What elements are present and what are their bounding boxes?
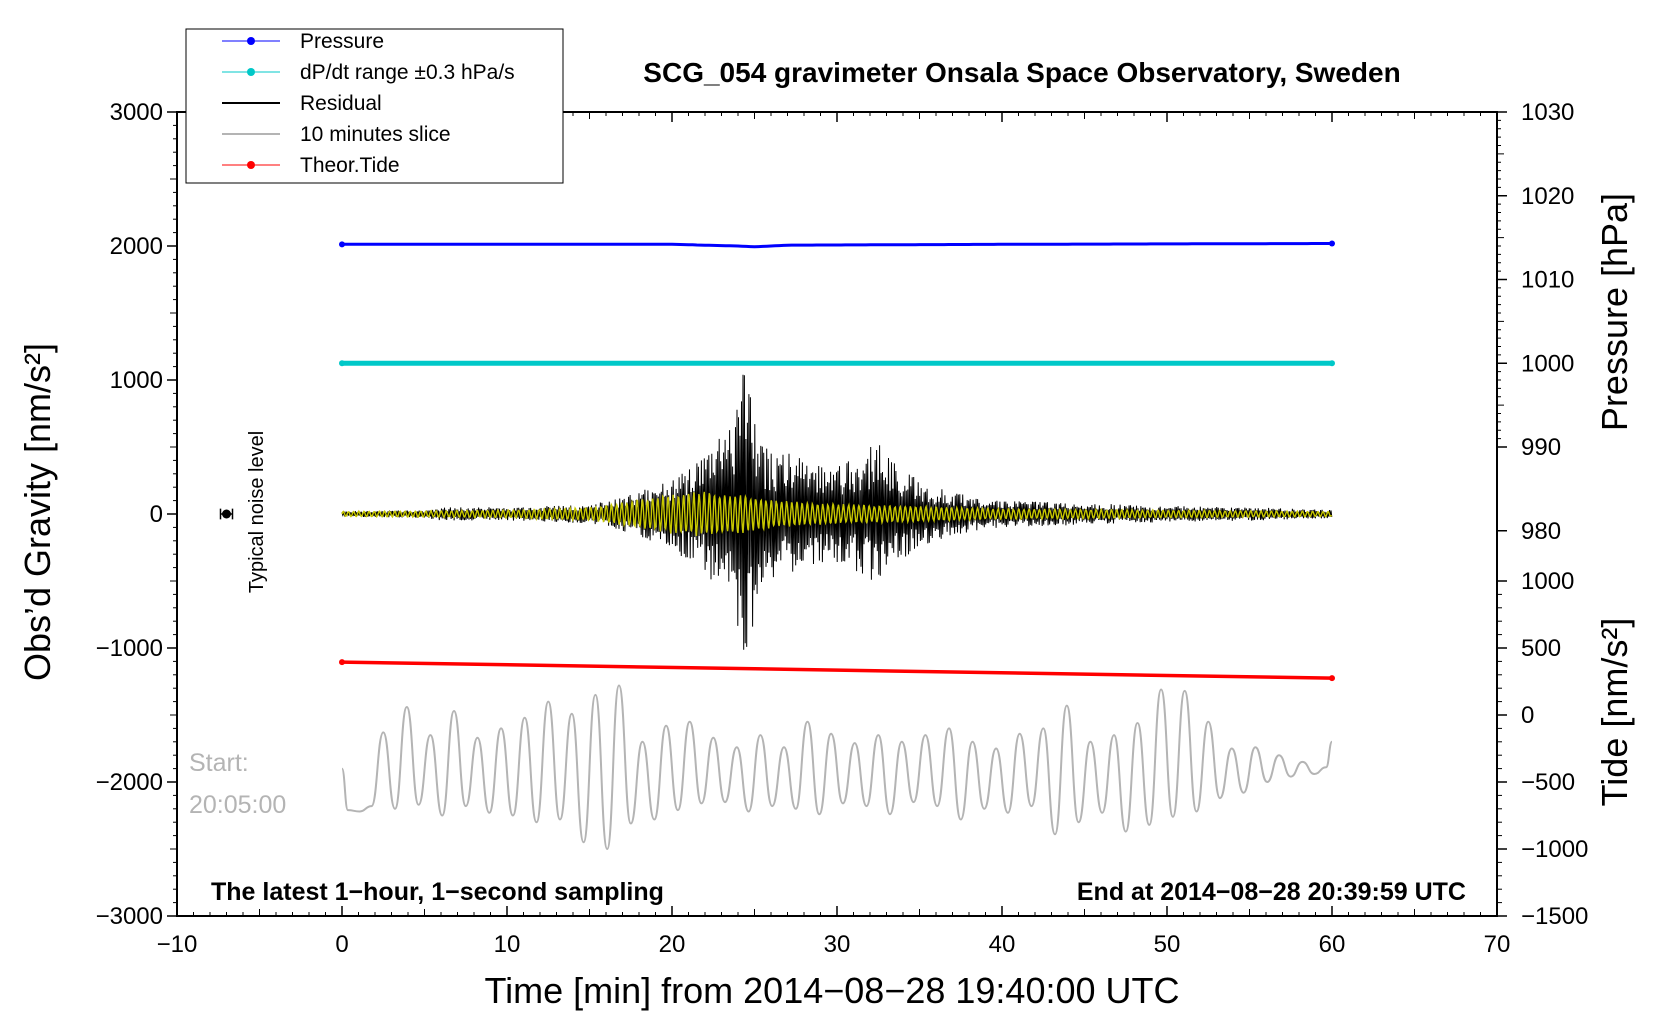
x-tick-label: −10: [157, 931, 198, 958]
y-left-tick-label: 1000: [110, 367, 163, 394]
y-axis-title-pressure: Pressure [hPa]: [1594, 193, 1635, 431]
x-tick-label: 60: [1319, 931, 1346, 958]
pressure-tick-label: 1020: [1521, 183, 1574, 210]
pressure-tick-label: 1010: [1521, 267, 1574, 294]
legend-label: 10 minutes slice: [300, 123, 451, 146]
pressure-tick-label: 980: [1521, 518, 1561, 545]
legend: Pressure dP/dt range ±0.3 hPa/s Residual 10…: [185, 28, 564, 184]
dpdt-end-marker: [1329, 360, 1335, 367]
noise-marker: [219, 508, 234, 520]
filtered-residual-series: [341, 491, 1333, 536]
legend-label: Theor.Tide: [300, 154, 400, 177]
chart-title: SCG_054 gravimeter Onsala Space Observat…: [643, 57, 1400, 88]
x-tick-label: 40: [989, 931, 1016, 958]
tide-tick-label: −1000: [1521, 836, 1588, 863]
y-axis-title-tide: Tide [nm/s²]: [1594, 618, 1635, 807]
series-layer: [339, 240, 1335, 851]
x-tick-label: 50: [1154, 931, 1181, 958]
y-axis-tide-ticks: 1000 500 0 −500 −1000 −1500: [1497, 568, 1588, 930]
dpdt-start-marker: [339, 360, 345, 367]
pressure-end-marker: [1329, 240, 1335, 247]
pressure-series: [342, 242, 1332, 249]
slice-start-label: Start:: [189, 749, 249, 777]
sampling-annotation: The latest 1−hour, 1−second sampling: [211, 878, 664, 906]
legend-marker: [247, 68, 255, 76]
legend-marker: [247, 161, 255, 169]
x-tick-label: 70: [1484, 931, 1511, 958]
dpdt-series: [341, 360, 1333, 366]
legend-marker: [247, 37, 255, 45]
tide-tick-label: −500: [1521, 769, 1575, 796]
x-tick-label: 10: [494, 931, 521, 958]
tide-end-marker: [1329, 675, 1335, 682]
y-left-tick-label: −3000: [96, 903, 163, 930]
tide-tick-label: −1500: [1521, 903, 1588, 930]
y-left-tick-label: −2000: [96, 769, 163, 796]
y-left-tick-label: 0: [150, 501, 163, 528]
x-tick-label: 20: [659, 931, 686, 958]
legend-box: [185, 28, 564, 184]
legend-label: dP/dt range ±0.3 hPa/s: [300, 61, 515, 84]
legend-label: Pressure: [300, 30, 384, 53]
pressure-start-marker: [339, 241, 345, 248]
tide-tick-label: 500: [1521, 635, 1561, 662]
noise-level-label: Typical noise level: [246, 431, 268, 593]
tide-start-marker: [339, 659, 345, 666]
plot-frame: [176, 111, 1498, 917]
tide-series: [341, 660, 1333, 680]
legend-label: Residual: [300, 92, 382, 115]
pressure-tick-label: 990: [1521, 434, 1561, 461]
y-left-tick-label: 3000: [110, 99, 163, 126]
x-tick-label: 30: [824, 931, 851, 958]
y-left-tick-label: 2000: [110, 233, 163, 260]
pressure-tick-label: 1030: [1521, 99, 1574, 126]
slice-series: [341, 684, 1333, 851]
y-left-tick-label: −1000: [96, 635, 163, 662]
tide-tick-label: 1000: [1521, 568, 1574, 595]
pressure-tick-label: 1000: [1521, 350, 1574, 377]
y-axis-pressure-ticks: 1030 1020 1010 1000 990 980: [1497, 99, 1574, 545]
end-time-annotation: End at 2014−08−28 20:39:59 UTC: [1077, 878, 1466, 906]
noise-dot: [222, 509, 231, 519]
slice-start-time: 20:05:00: [189, 791, 286, 819]
x-axis-title: Time [min] from 2014−08−28 19:40:00 UTC: [484, 970, 1179, 1011]
x-tick-label: 0: [335, 931, 348, 958]
y-axis-title-left: Obs’d Gravity [nm/s²]: [17, 343, 58, 681]
tide-tick-label: 0: [1521, 702, 1534, 729]
